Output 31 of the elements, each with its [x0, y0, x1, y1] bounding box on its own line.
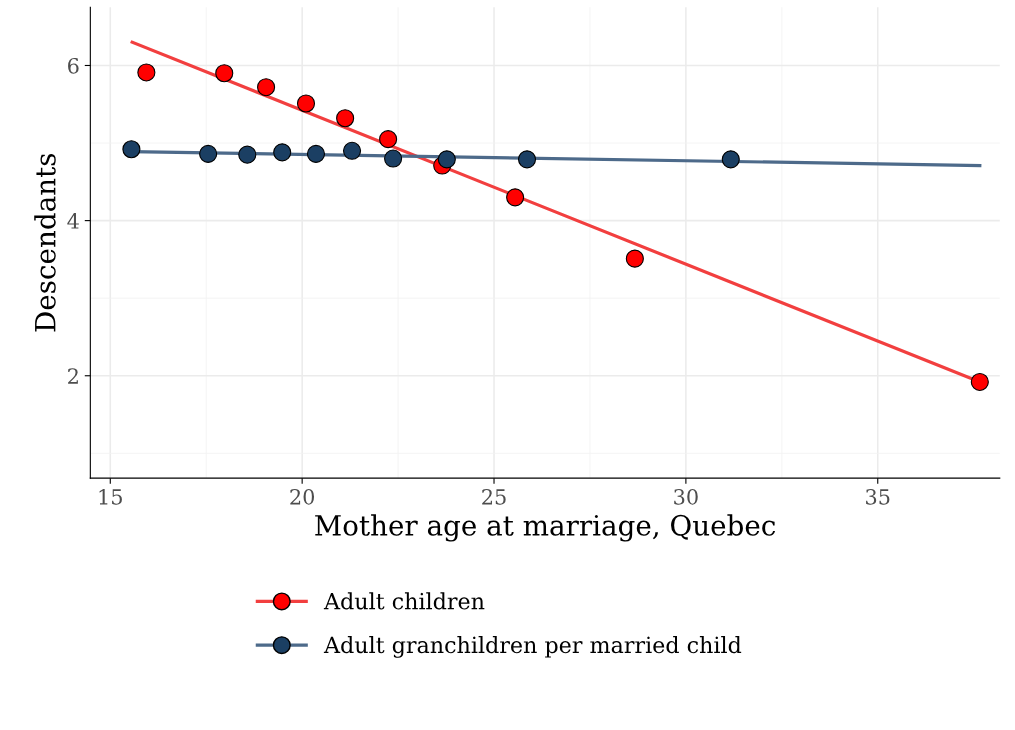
point — [257, 78, 276, 97]
point — [506, 188, 525, 207]
point — [336, 109, 355, 128]
point — [215, 64, 234, 83]
x-tick-label: 35 — [866, 488, 890, 505]
point — [238, 145, 257, 164]
point — [970, 372, 989, 392]
point — [122, 140, 141, 159]
point — [199, 144, 218, 163]
x-tick-label: 25 — [482, 488, 506, 505]
point — [137, 63, 156, 82]
point — [517, 150, 537, 169]
y-axis-title: Descendants — [34, 153, 56, 332]
x-axis-title: Mother age at marriage, Quebec — [315, 514, 776, 542]
y-tick-label: 4 — [67, 213, 79, 229]
point — [273, 143, 292, 162]
legend-label: Adult children — [323, 592, 485, 610]
x-tick-label: 30 — [674, 488, 698, 505]
point — [306, 144, 326, 163]
legend-label: Adult granchildren per married child — [323, 636, 742, 658]
point — [437, 150, 456, 169]
point — [625, 249, 644, 268]
y-tick-label: 6 — [68, 57, 79, 74]
point — [296, 94, 316, 113]
y-tick-label: 2 — [68, 368, 78, 384]
point — [721, 150, 740, 169]
x-tick-label: 20 — [290, 488, 315, 505]
x-tick-label: 15 — [99, 488, 122, 505]
point — [379, 130, 398, 149]
point — [384, 149, 403, 168]
point — [342, 141, 362, 160]
